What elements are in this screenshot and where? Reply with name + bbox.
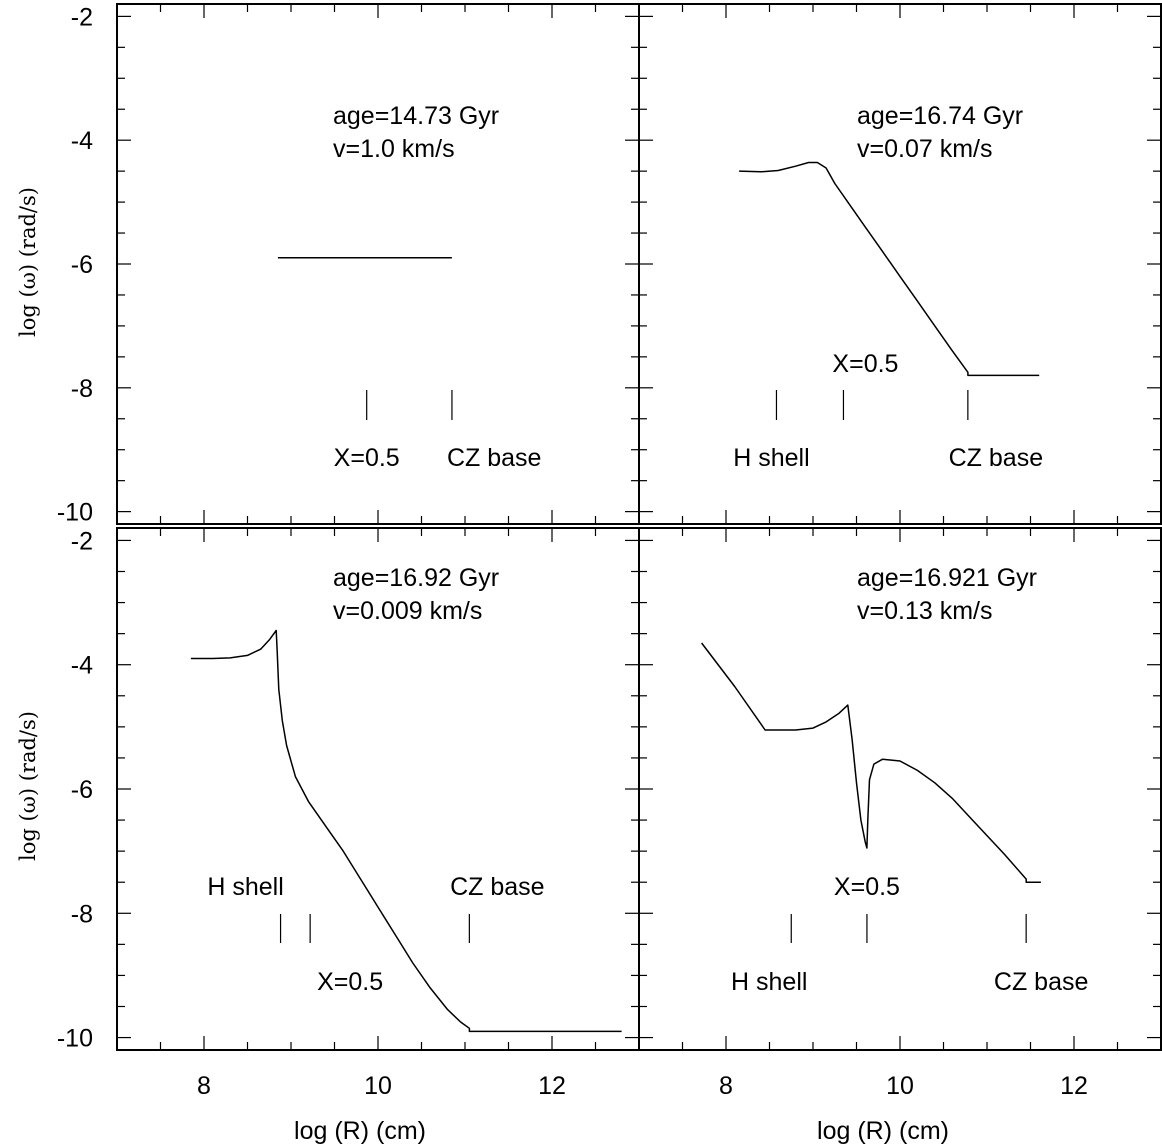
y-tick-label: -4: [71, 652, 93, 680]
y-tick-label: -2: [71, 3, 93, 31]
panel-bottom-right: 8 10 12 age=16.921 Gyr v=0.13 km/s H shell X=0…: [638, 527, 1162, 1100]
rotation-profile-line: [739, 161, 1040, 377]
age-annotation: age=16.74 Gyr: [857, 102, 1023, 130]
x-axis-label-left: log (R) (cm): [294, 1117, 426, 1145]
age-annotation: age=16.92 Gyr: [333, 564, 499, 592]
marker-label: CZ base: [949, 444, 1043, 472]
age-annotation: age=16.921 Gyr: [857, 564, 1037, 592]
x-tick-label: 8: [197, 1072, 211, 1100]
panel-top-left: -2 -4 -6 -8 -10 age=14.73 Gyr v=1.0 km/s X=0.5 C…: [57, 3, 640, 527]
y-axis-label-bottom: log (ω) (rad/s): [16, 711, 40, 861]
y-tick-label: -2: [71, 527, 93, 555]
x-tick-label: 8: [719, 1072, 733, 1100]
marker-label: X=0.5: [317, 968, 383, 996]
velocity-annotation: v=1.0 km/s: [333, 135, 455, 163]
x-tick-label: 12: [538, 1072, 566, 1100]
y-tick-label: -6: [71, 776, 93, 804]
x-tick-label: 10: [886, 1072, 914, 1100]
y-tick-label: -8: [71, 375, 93, 403]
panel-top-right: age=16.74 Gyr v=0.07 km/s H shell X=0.5 CZ b…: [638, 3, 1162, 525]
y-tick-label: -6: [71, 251, 93, 279]
y-tick-label: -8: [71, 900, 93, 928]
rotation-profile-line: [701, 642, 1041, 883]
plot-frame: [638, 3, 1162, 525]
marker-label: H shell: [731, 968, 807, 996]
x-axis-label-right: log (R) (cm): [817, 1117, 949, 1145]
rotation-profile-line: [190, 629, 622, 1033]
velocity-annotation: v=0.07 km/s: [857, 135, 992, 163]
y-tick-label: -4: [71, 127, 93, 155]
marker-label: H shell: [733, 444, 809, 472]
y-tick-label: -10: [57, 499, 93, 527]
marker-label: CZ base: [447, 444, 541, 472]
marker-label: H shell: [207, 873, 283, 901]
y-tick-label: -10: [57, 1025, 93, 1053]
marker-label: CZ base: [450, 873, 544, 901]
velocity-annotation: v=0.13 km/s: [857, 597, 992, 625]
marker-label: X=0.5: [834, 873, 900, 901]
marker-label: CZ base: [994, 968, 1088, 996]
marker-label: X=0.5: [334, 444, 400, 472]
velocity-annotation: v=0.009 km/s: [333, 597, 482, 625]
marker-label: X=0.5: [832, 350, 898, 378]
x-tick-label: 12: [1060, 1072, 1088, 1100]
y-axis-label-top: log (ω) (rad/s): [16, 187, 40, 337]
age-annotation: age=14.73 Gyr: [333, 102, 499, 130]
panel-bottom-left: -2 -4 -6 -8 -10 8 10 12 age=16.92 Gyr v=0.009 km/…: [57, 527, 640, 1100]
x-tick-label: 10: [364, 1072, 392, 1100]
